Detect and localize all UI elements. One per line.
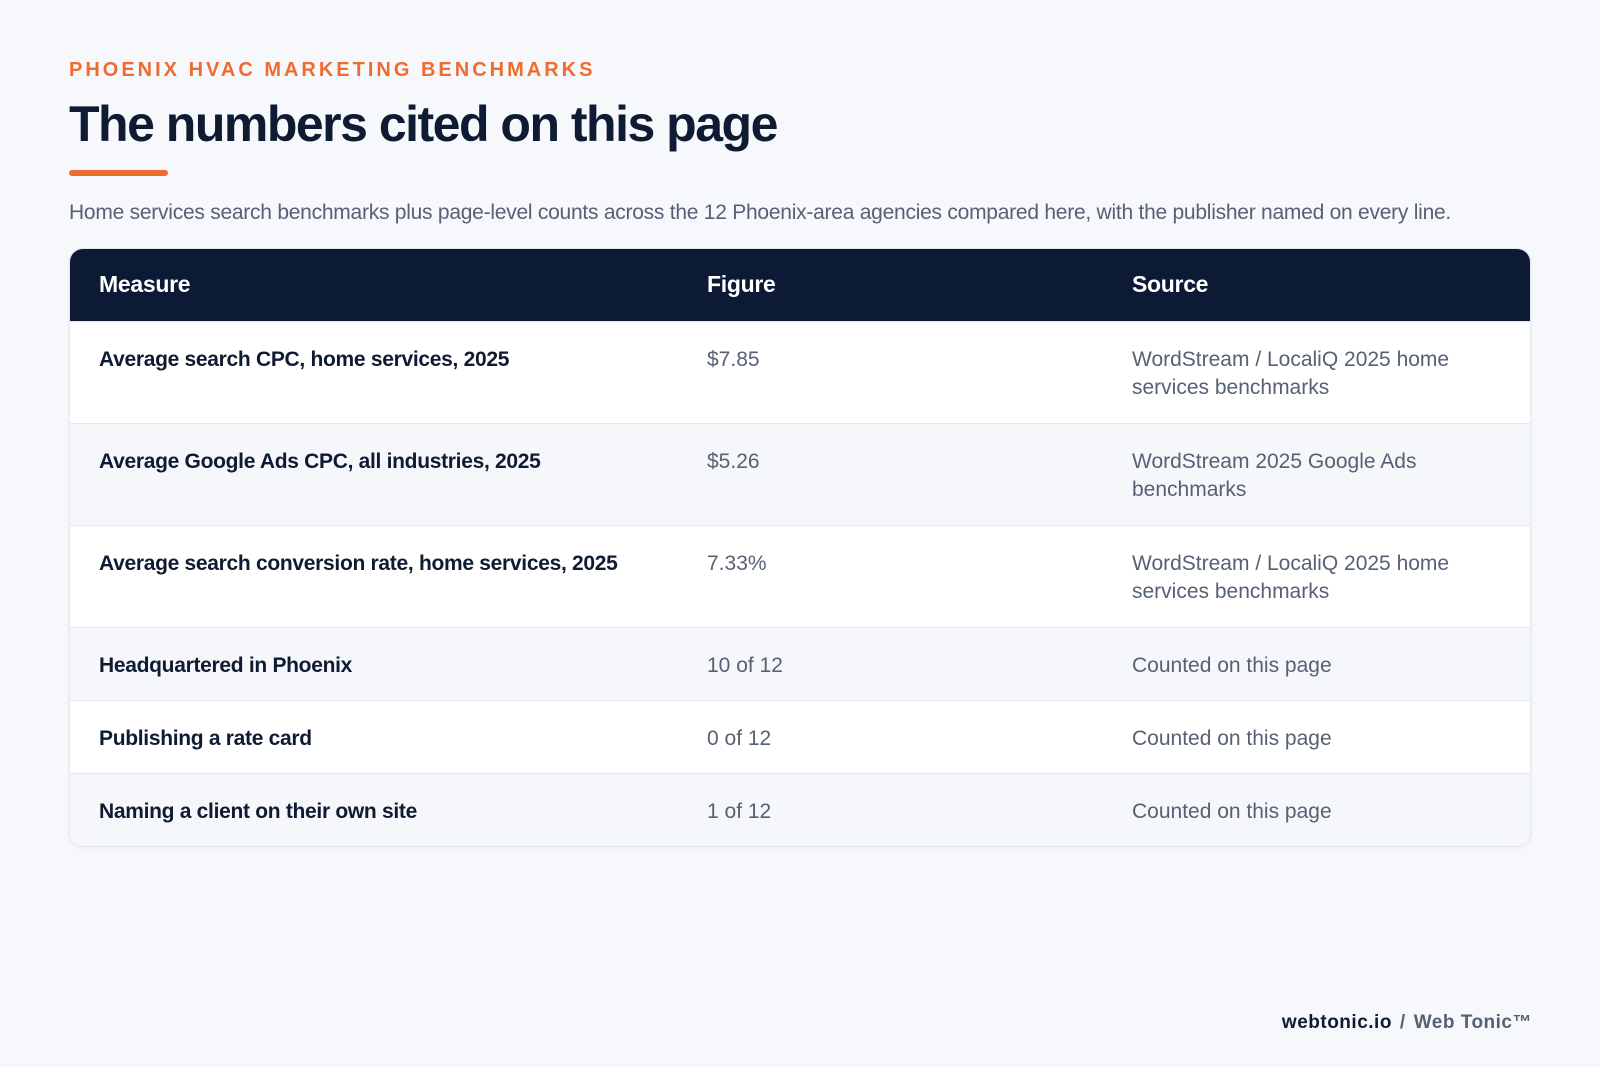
- source-cell: Counted on this page: [1132, 726, 1332, 750]
- table-row: Average Google Ads CPC, all industries, …: [70, 423, 1530, 525]
- measure-cell: Average search CPC, home services, 2025: [99, 347, 510, 371]
- content: PHOENIX HVAC MARKETING BENCHMARKS The nu…: [69, 56, 1531, 847]
- source-cell: WordStream / LocaliQ 2025 home services …: [1132, 551, 1450, 603]
- footer-separator: /: [1399, 1012, 1406, 1033]
- column-header-source: Source: [1132, 271, 1209, 298]
- figure-cell: 1 of 12: [707, 799, 772, 823]
- table-row: Average search CPC, home services, 2025 …: [70, 321, 1530, 423]
- measure-cell: Average Google Ads CPC, all industries, …: [99, 449, 541, 473]
- measure-cell: Headquartered in Phoenix: [99, 653, 353, 677]
- benchmarks-table: Measure Figure Source Average search CPC…: [70, 249, 1530, 846]
- measure-cell: Naming a client on their own site: [99, 799, 417, 823]
- column-header-measure: Measure: [99, 271, 191, 298]
- table-header-row: Measure Figure Source: [70, 249, 1530, 321]
- source-cell: Counted on this page: [1132, 653, 1332, 677]
- page-title: The numbers cited on this page: [69, 96, 778, 152]
- footer-credit: webtonic.io / Web Tonic™: [1282, 1012, 1532, 1034]
- footer-brand: Web Tonic™: [1413, 1012, 1532, 1033]
- source-cell: WordStream / LocaliQ 2025 home services …: [1132, 347, 1450, 399]
- table-row: Average search conversion rate, home ser…: [70, 525, 1530, 627]
- benchmarks-table-card: Measure Figure Source Average search CPC…: [69, 248, 1531, 847]
- footer-site-link[interactable]: webtonic.io: [1281, 1012, 1392, 1033]
- measure-cell: Publishing a rate card: [99, 726, 312, 750]
- figure-cell: 0 of 12: [707, 726, 772, 750]
- figure-cell: $5.26: [707, 449, 760, 473]
- column-header-figure: Figure: [707, 271, 776, 298]
- table-row: Headquartered in Phoenix 10 of 12 Counte…: [70, 627, 1530, 700]
- measure-cell: Average search conversion rate, home ser…: [99, 551, 618, 575]
- table-row: Naming a client on their own site 1 of 1…: [70, 773, 1530, 846]
- figure-cell: 7.33%: [707, 551, 767, 575]
- figure-cell: 10 of 12: [707, 653, 783, 677]
- eyebrow-label: PHOENIX HVAC MARKETING BENCHMARKS: [69, 59, 596, 81]
- source-cell: WordStream 2025 Google Ads benchmarks: [1132, 449, 1417, 501]
- table-row: Publishing a rate card 0 of 12 Counted o…: [70, 700, 1530, 773]
- title-underline: [69, 170, 168, 176]
- figure-cell: $7.85: [707, 347, 760, 371]
- source-cell: Counted on this page: [1132, 799, 1332, 823]
- page-subtitle: Home services search benchmarks plus pag…: [69, 201, 1452, 224]
